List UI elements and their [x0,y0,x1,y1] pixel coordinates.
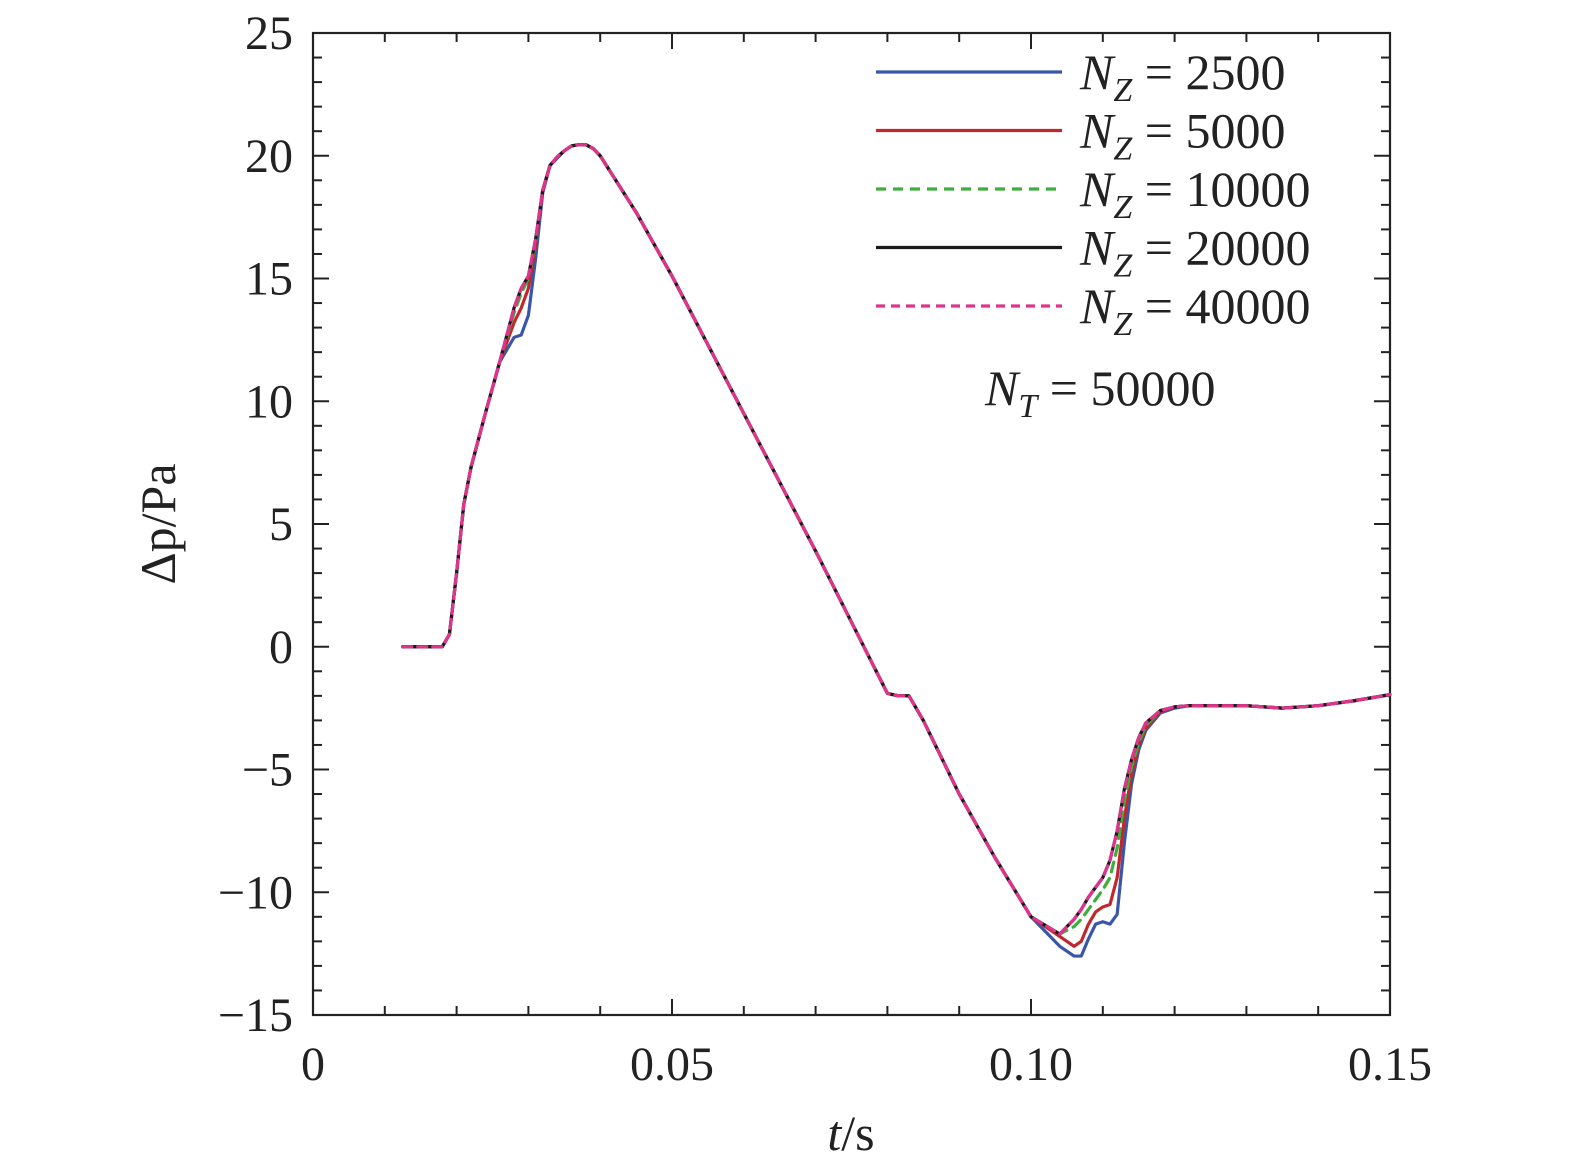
x-tick-label: 0.10 [989,1038,1073,1091]
y-tick-label: −5 [242,744,293,797]
legend-label-4: NZ = 20000 [1079,220,1310,285]
x-axis-label: t/s [827,1105,874,1161]
legend-sub: Z [1113,131,1133,168]
legend-var: N [1079,161,1116,217]
y-tick-label: −15 [218,989,293,1042]
y-tick-label: 20 [245,130,293,183]
legend-value: = 10000 [1132,161,1310,217]
x-tick-label: 0 [301,1038,325,1091]
legend-label-2: NZ = 5000 [1079,103,1285,168]
ticks: 0 0.05 0.10 0.15 −15 −10 −5 0 5 10 15 20 25 [218,7,1432,1091]
y-tick-label: −10 [218,866,293,919]
legend-value: = 20000 [1132,220,1310,276]
legend-value: = 40000 [1132,278,1310,334]
x-axis-label-unit: /s [841,1105,874,1161]
legend-var: N [1079,278,1116,334]
legend-label-1: NZ = 2500 [1079,44,1285,109]
y-tick-label: 5 [269,498,293,551]
legend-label-3: NZ = 10000 [1079,161,1310,226]
annotation-value: = 50000 [1037,360,1215,416]
legend-var: N [1079,103,1116,159]
y-axis-label-var: Δp [130,527,186,584]
y-tick-label: 25 [245,7,293,60]
y-tick-label: 0 [269,621,293,674]
legend-sub: Z [1113,72,1133,109]
legend-value: = 2500 [1132,44,1285,100]
legend-sub: Z [1113,306,1133,343]
y-axis-label: Δp/Pa [130,463,186,584]
series-lines [401,143,1392,958]
annotation-sub: T [1018,388,1039,425]
x-tick-label: 0.15 [1348,1038,1432,1091]
x-tick-label: 0.05 [630,1038,714,1091]
y-tick-label: 10 [245,375,293,428]
legend-sub: Z [1113,189,1133,226]
legend-sub: Z [1113,248,1133,285]
legend-var: N [1079,220,1116,276]
legend-var: N [1079,44,1116,100]
y-axis-label-unit: /Pa [130,463,186,527]
annotation-nt: NT = 50000 [984,360,1215,425]
annotation-var: N [984,360,1021,416]
x-axis-label-var: t [827,1105,842,1161]
legend-value: = 5000 [1132,103,1285,159]
y-tick-label: 15 [245,253,293,306]
series-line-5 [401,143,1392,936]
legend-label-5: NZ = 40000 [1079,278,1310,343]
